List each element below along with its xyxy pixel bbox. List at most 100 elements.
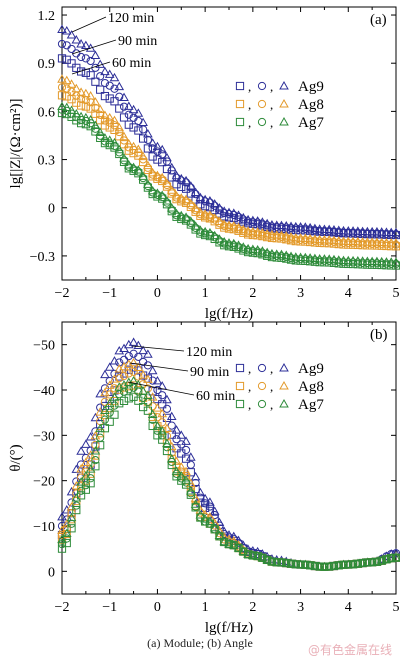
- data-point: [215, 532, 224, 541]
- data-point: [105, 94, 114, 103]
- legend-label: Ag7: [298, 115, 324, 131]
- data-point: [214, 530, 225, 539]
- data-point: [100, 121, 110, 130]
- data-point: [66, 30, 77, 39]
- data-point: [200, 194, 210, 204]
- data-point: [376, 227, 387, 236]
- data-point: [252, 551, 263, 560]
- data-point: [152, 403, 163, 412]
- data-point: [166, 453, 177, 463]
- data-point: [162, 404, 172, 413]
- data-point: [271, 557, 282, 566]
- data-point: [138, 370, 148, 379]
- data-point: [61, 528, 72, 538]
- data-point: [181, 445, 191, 455]
- data-point: [243, 549, 253, 558]
- data-point: [57, 101, 67, 111]
- data-point: [181, 466, 191, 476]
- data-point: [139, 157, 148, 167]
- y-tick-label: −30: [33, 429, 55, 444]
- data-point: [219, 206, 230, 215]
- x-tick-label: 4: [345, 286, 352, 301]
- data-point: [171, 170, 182, 180]
- data-point: [119, 153, 129, 162]
- data-point: [119, 92, 129, 102]
- data-point: [319, 234, 330, 244]
- legend-separator: ,: [270, 115, 273, 130]
- data-point: [290, 252, 301, 261]
- series-ag7-square: [57, 392, 400, 571]
- legend-marker: [235, 399, 245, 409]
- data-point: [190, 471, 201, 481]
- data-point: [290, 232, 301, 242]
- data-point: [281, 250, 292, 259]
- series-ag9-circle: [57, 39, 400, 239]
- data-point: [319, 561, 330, 571]
- annotation-leader: [131, 345, 185, 352]
- data-point: [114, 81, 125, 91]
- data-point: [162, 178, 172, 187]
- data-point: [262, 228, 272, 238]
- data-point: [224, 207, 234, 217]
- data-point: [186, 181, 196, 190]
- data-point: [119, 396, 129, 406]
- data-point: [138, 117, 148, 127]
- data-point: [295, 233, 306, 242]
- data-point: [257, 217, 268, 226]
- data-point: [310, 223, 320, 233]
- annotation-label: 90 min: [190, 365, 229, 380]
- data-point: [72, 505, 81, 515]
- series-ag7-triangle: [57, 101, 400, 266]
- data-point: [376, 256, 387, 266]
- data-point: [96, 403, 105, 412]
- data-point: [109, 374, 120, 383]
- data-point: [152, 421, 163, 430]
- data-point: [200, 209, 210, 218]
- data-point: [248, 550, 258, 559]
- legend-separator: ,: [270, 97, 273, 112]
- data-point: [343, 255, 354, 265]
- legend-label: Ag7: [298, 397, 324, 413]
- data-point: [276, 249, 287, 259]
- data-point: [115, 92, 124, 101]
- data-point: [362, 557, 373, 566]
- data-point: [248, 244, 258, 253]
- data-point: [95, 127, 105, 136]
- data-point: [162, 164, 172, 174]
- data-point: [96, 433, 105, 442]
- data-point: [181, 475, 191, 484]
- data-point: [96, 116, 105, 125]
- data-point: [391, 257, 400, 266]
- data-point: [228, 221, 239, 230]
- data-point: [243, 226, 253, 235]
- data-point: [124, 394, 133, 403]
- legend-entry-ag9: ,, Ag9: [235, 361, 324, 377]
- data-point: [171, 425, 182, 434]
- data-point: [57, 511, 67, 521]
- legend-marker: [279, 363, 289, 372]
- data-point: [157, 172, 168, 182]
- data-point: [238, 212, 249, 222]
- data-point: [305, 233, 315, 243]
- data-point: [214, 203, 225, 212]
- data-point: [343, 236, 354, 245]
- data-point: [57, 74, 67, 83]
- data-point: [71, 35, 82, 44]
- data-point: [186, 189, 195, 198]
- data-point: [76, 101, 86, 110]
- data-point: [86, 71, 95, 80]
- plot-frame: [61, 321, 397, 595]
- data-point: [190, 499, 201, 508]
- data-point: [362, 237, 373, 246]
- data-point: [162, 423, 172, 432]
- data-point: [314, 561, 325, 571]
- data-point: [166, 203, 177, 212]
- data-point: [353, 256, 363, 265]
- data-point: [100, 78, 110, 88]
- data-point: [372, 237, 382, 246]
- data-point: [81, 457, 91, 467]
- data-point: [105, 118, 114, 127]
- data-point: [66, 79, 77, 88]
- data-point: [139, 173, 148, 183]
- legend-marker: [279, 399, 289, 408]
